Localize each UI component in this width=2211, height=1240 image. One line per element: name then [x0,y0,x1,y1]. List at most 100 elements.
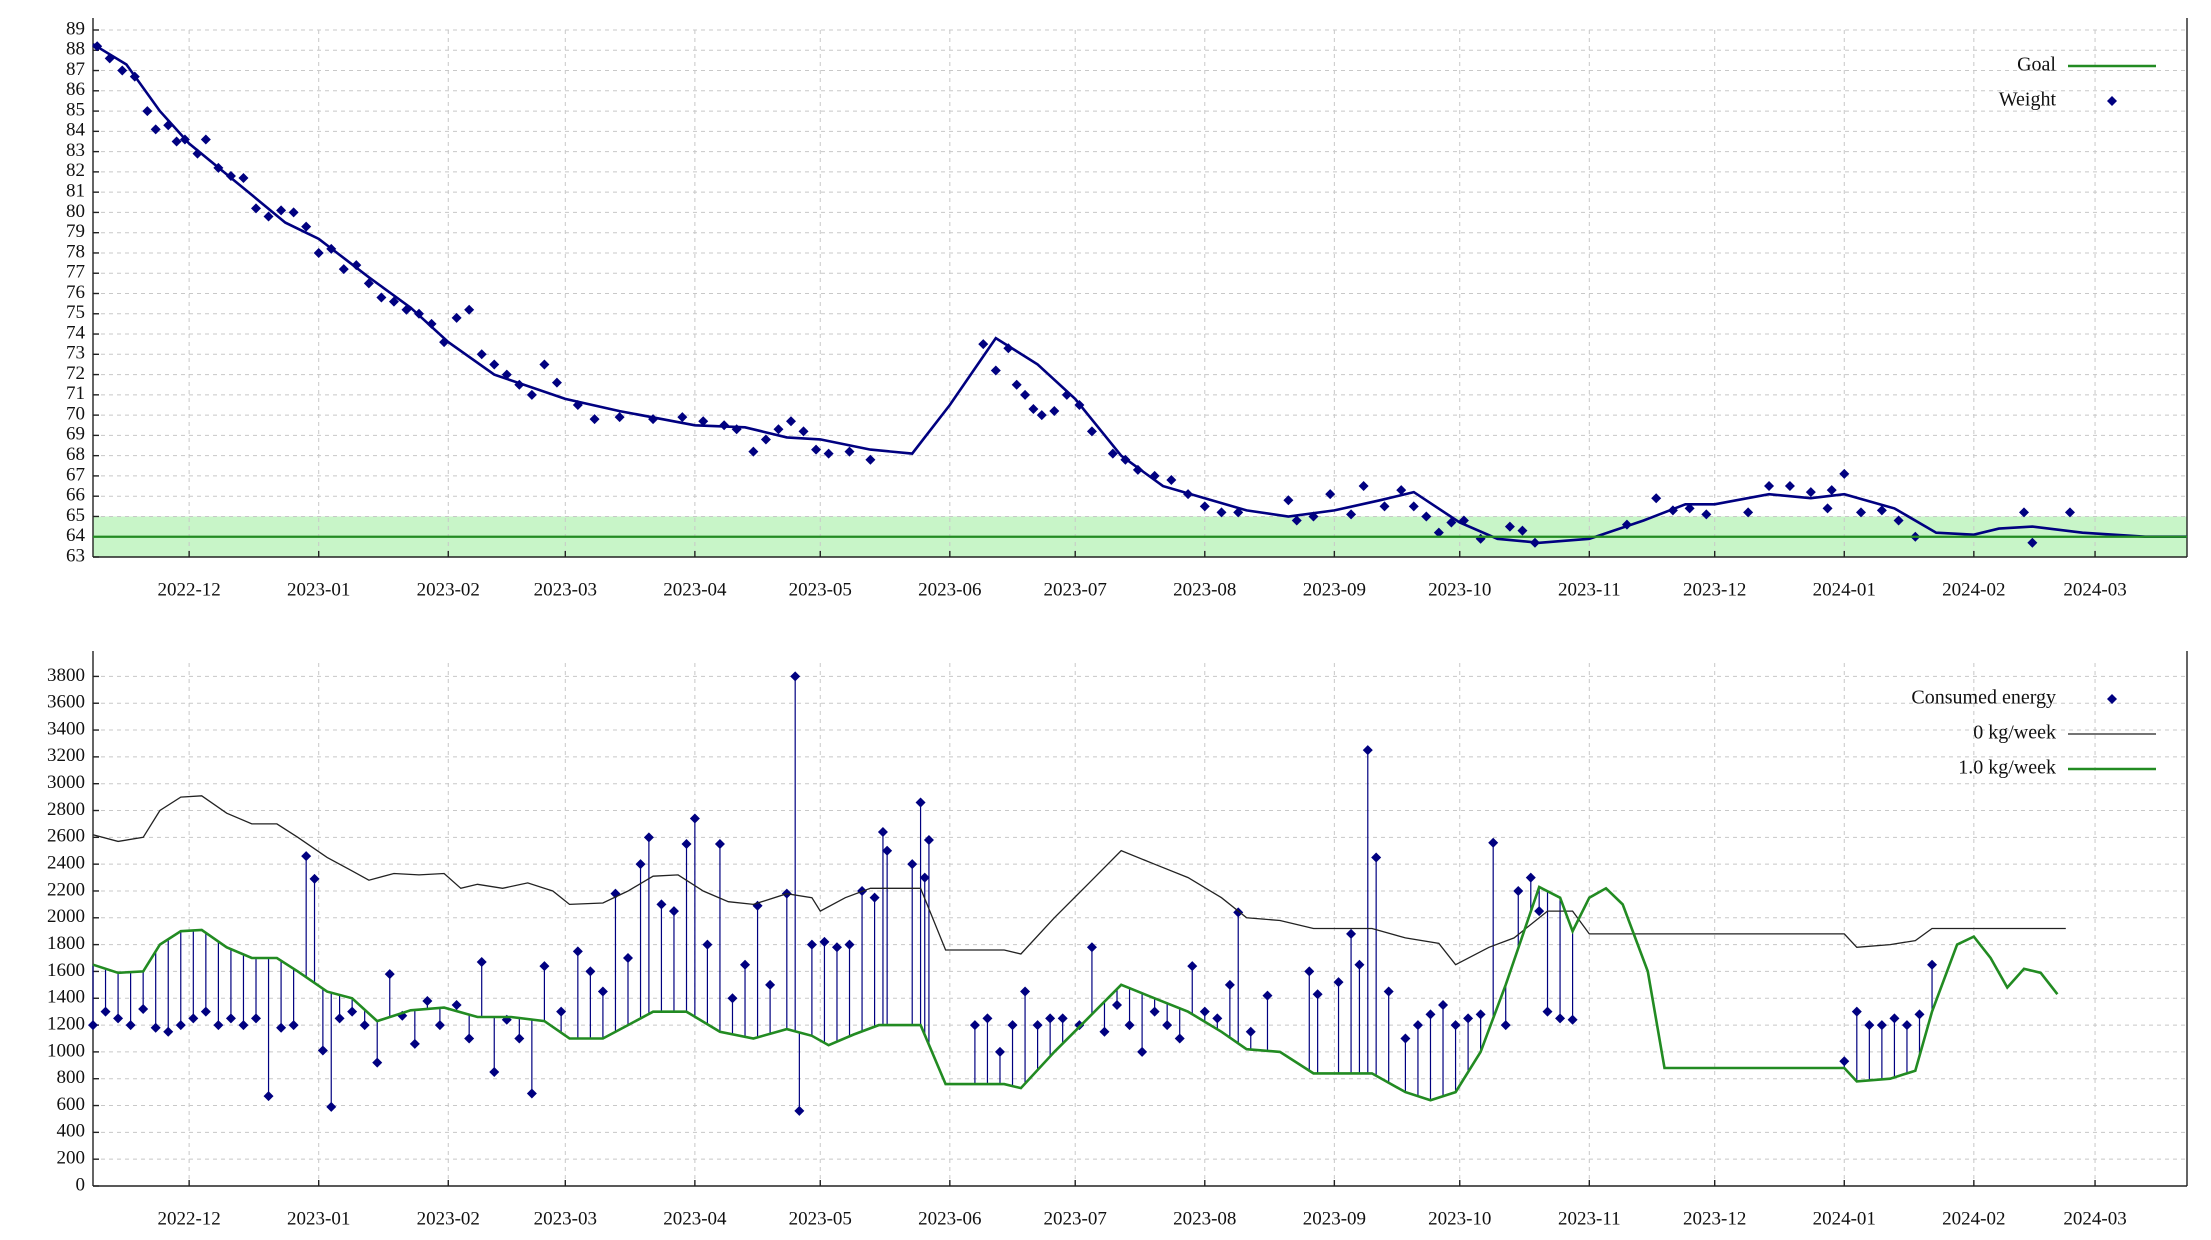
point [451,999,462,1010]
point [426,318,437,329]
y-tick-label: 78 [66,241,85,262]
point [1396,485,1407,496]
point [1216,507,1227,518]
point [740,959,751,970]
point [1007,1020,1018,1031]
point [225,1013,236,1024]
point [100,1006,111,1017]
point [677,412,688,423]
point [1049,406,1060,417]
point [994,1046,1005,1057]
y-tick-label: 2400 [47,853,85,874]
point [117,65,128,76]
point [1291,515,1302,526]
y-tick-label: 1000 [47,1040,85,1061]
y-tick-label: 75 [66,302,85,323]
point [1224,979,1235,990]
point [251,1013,262,1024]
point [1358,481,1369,492]
x-tick-label: 2023-07 [1044,579,1107,600]
point [1032,1020,1043,1031]
y-tick-label: 800 [57,1067,86,1088]
point [689,813,700,824]
point [798,426,809,437]
point [1914,1009,1925,1020]
point [1199,1006,1210,1017]
point [514,1033,525,1044]
series-line [92,43,2187,545]
point [811,444,822,455]
point [1534,906,1545,917]
point [1199,501,1210,512]
point [865,454,876,465]
point [1304,966,1315,977]
y-tick-label: 67 [66,464,85,485]
point [1383,986,1394,997]
y-tick-label: 70 [66,403,85,424]
point [1855,507,1866,518]
point [990,365,1001,376]
x-tick-label: 2023-11 [1558,579,1621,600]
point [150,124,161,135]
point [551,377,562,388]
y-tick-label: 64 [66,525,86,546]
point [489,359,500,370]
y-tick-label: 2800 [47,799,85,820]
y-tick-label: 80 [66,201,85,222]
point [790,671,801,682]
point [1245,1026,1256,1037]
point [539,961,550,972]
point [1112,999,1123,1010]
point [1504,521,1515,532]
point [276,205,287,216]
y-tick-label: 1600 [47,960,85,981]
point [668,906,679,917]
x-tick-label: 2023-12 [1683,579,1746,600]
point [1555,1013,1566,1024]
point [313,247,324,258]
point [1086,942,1097,953]
x-tick-label: 2024-02 [1942,1208,2005,1229]
point [476,349,487,360]
y-tick-label: 69 [66,424,85,445]
y-tick-label: 77 [66,262,85,283]
x-tick-label: 2023-12 [1683,1208,1746,1229]
y-tick-label: 87 [66,59,85,80]
point [806,939,817,950]
x-tick-label: 2023-04 [663,1208,727,1229]
point [526,389,537,400]
y-tick-label: 79 [66,221,85,242]
point [1233,507,1244,518]
point [915,797,926,808]
point [451,312,462,323]
y-tick-label: 71 [66,383,85,404]
x-tick-label: 2024-03 [2063,1208,2126,1229]
point [388,296,399,307]
x-tick-label: 2023-03 [534,579,597,600]
y-tick-label: 66 [66,485,85,506]
point [200,134,211,145]
y-tick-label: 400 [57,1121,86,1142]
point [923,835,934,846]
point [635,859,646,870]
point [1805,487,1816,498]
point [317,1045,328,1056]
point [1839,1056,1850,1067]
y-tick-label: 3800 [47,665,85,686]
x-tick-label: 2023-09 [1303,1208,1366,1229]
y-tick-label: 86 [66,79,85,100]
point [1438,999,1449,1010]
point [489,1067,500,1078]
x-tick-label: 2023-04 [663,579,727,600]
point [572,946,583,957]
point [877,826,888,837]
point [786,416,796,427]
point [1684,503,1695,514]
point [113,1013,124,1024]
point [773,424,784,435]
x-tick-label: 2023-05 [789,579,852,600]
y-tick-label: 1200 [47,1013,85,1034]
point [213,1020,224,1031]
legend-symbol [2107,96,2117,106]
point [1086,426,1097,437]
